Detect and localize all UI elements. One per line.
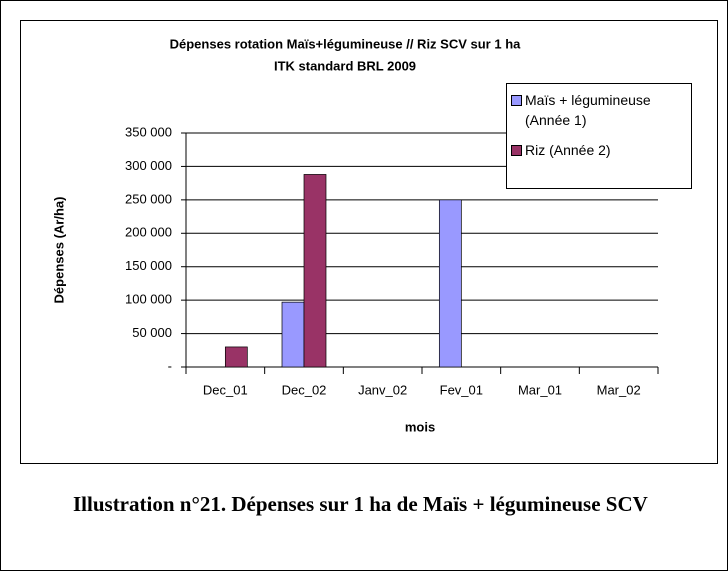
legend-swatch — [511, 95, 522, 106]
chart-title: Dépenses rotation Maïs+légumineuse // Ri… — [170, 36, 522, 51]
y-tick-label: 100 000 — [125, 292, 172, 307]
y-tick-label: 250 000 — [125, 191, 172, 206]
x-tick-label: Dec_02 — [282, 382, 327, 397]
y-tick-label: 50 000 — [132, 325, 172, 340]
x-tick-label: Mar_01 — [518, 382, 562, 397]
legend-item: Riz (Année 2) — [511, 140, 687, 160]
legend-label: Riz (Année 2) — [525, 142, 611, 158]
y-tick-label: 150 000 — [125, 258, 172, 273]
x-axis-label: mois — [405, 419, 435, 434]
bar — [438, 199, 462, 368]
y-axis-label: Dépenses (Ar/ha) — [51, 197, 66, 304]
caption: Illustration n°21. Dépenses sur 1 ha de … — [73, 492, 648, 516]
bar — [281, 301, 305, 368]
x-tick-label: Janv_02 — [358, 382, 407, 397]
bar — [224, 346, 248, 368]
chart-frame — [20, 20, 718, 464]
legend: Maïs + légumineuse (Année 1) Riz (Année 2… — [506, 83, 692, 189]
y-tick-label: 350 000 — [125, 124, 172, 139]
x-tick-label: Mar_02 — [597, 382, 641, 397]
x-tick-label: Dec_01 — [203, 382, 248, 397]
legend-item: Maïs + légumineuse (Année 1) — [511, 90, 687, 130]
y-tick-label: 200 000 — [125, 225, 172, 240]
x-tick-label: Fev_01 — [440, 382, 483, 397]
legend-swatch — [511, 145, 522, 156]
legend-label: Maïs + légumineuse (Année 1) — [525, 92, 651, 128]
chart-subtitle: ITK standard BRL 2009 — [274, 58, 416, 73]
y-tick-label: 300 000 — [125, 158, 172, 173]
y-tick-label: - — [168, 358, 172, 373]
bar — [303, 174, 327, 368]
